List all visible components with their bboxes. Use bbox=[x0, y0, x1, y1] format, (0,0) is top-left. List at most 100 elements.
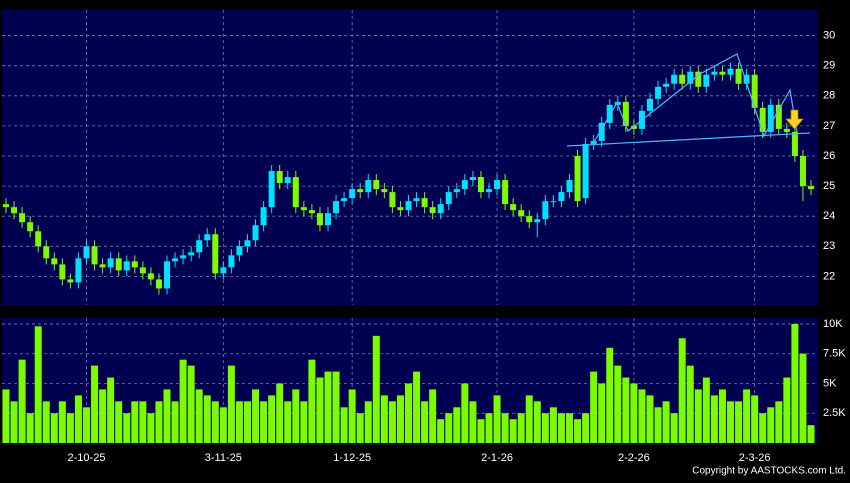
candle-body bbox=[35, 231, 42, 247]
volume-bar bbox=[429, 389, 437, 443]
volume-bar bbox=[614, 365, 622, 443]
candle-body bbox=[252, 225, 259, 241]
y-tick-label: 7.5K bbox=[823, 348, 846, 360]
candle-body bbox=[292, 177, 299, 208]
volume-bar bbox=[557, 413, 565, 443]
candle-body bbox=[711, 71, 718, 75]
y-tick-label: 29 bbox=[823, 60, 835, 72]
volume-bar bbox=[34, 326, 42, 443]
x-tick-label: 1-12-25 bbox=[333, 452, 371, 464]
candle-body bbox=[67, 279, 74, 283]
candle-body bbox=[341, 198, 348, 202]
volume-bar bbox=[195, 389, 203, 443]
candle-body bbox=[373, 180, 380, 190]
candle-body bbox=[397, 207, 404, 211]
candle-body bbox=[510, 204, 517, 211]
volume-bar bbox=[606, 347, 614, 443]
volume-bar bbox=[252, 389, 260, 443]
candle-body bbox=[196, 240, 203, 253]
volume-bar bbox=[340, 407, 348, 443]
volume-bar bbox=[437, 419, 445, 443]
volume-bar bbox=[179, 359, 187, 443]
volume-bar bbox=[670, 413, 678, 443]
x-tick-label: 2-1-26 bbox=[481, 452, 513, 464]
volume-bar bbox=[147, 413, 155, 443]
candle-body bbox=[582, 143, 589, 199]
volume-bar bbox=[469, 401, 477, 443]
volume-bar bbox=[332, 371, 340, 443]
signal-arrow bbox=[785, 109, 804, 130]
volume-bar bbox=[187, 365, 195, 443]
volume-bar bbox=[799, 353, 807, 443]
candle-body bbox=[719, 71, 726, 75]
candle-body bbox=[349, 189, 356, 199]
candle-body bbox=[75, 258, 82, 283]
copyright: Copyright by AASTOCKS.com Ltd. bbox=[692, 466, 846, 477]
candle-body bbox=[486, 189, 492, 193]
volume-bar bbox=[268, 395, 276, 443]
candle-body bbox=[574, 155, 581, 202]
volume-bar bbox=[783, 377, 791, 443]
candle-body bbox=[107, 258, 114, 268]
candle-body bbox=[759, 107, 766, 132]
candle-body bbox=[808, 186, 814, 190]
y-tick-label: 22 bbox=[823, 270, 835, 282]
candle-body bbox=[469, 177, 476, 181]
candle-body bbox=[308, 210, 315, 214]
volume-bar bbox=[50, 413, 58, 443]
candle-body bbox=[590, 140, 597, 144]
volume-bar bbox=[630, 383, 638, 443]
candle-body bbox=[630, 125, 637, 129]
price-panel bbox=[2, 10, 818, 305]
volume-bar bbox=[743, 389, 751, 443]
candle-body bbox=[91, 246, 98, 265]
volume-bar bbox=[751, 395, 759, 443]
mark-layer bbox=[2, 62, 815, 443]
candle-body bbox=[381, 189, 388, 193]
volume-bar bbox=[155, 401, 163, 443]
volume-bar bbox=[413, 371, 421, 443]
volume-bar bbox=[533, 401, 541, 443]
volume-bar bbox=[622, 377, 630, 443]
volume-bar bbox=[244, 401, 251, 443]
candle-body bbox=[284, 177, 291, 184]
candle-body bbox=[268, 171, 275, 208]
candle-body bbox=[276, 171, 283, 184]
y-tick-label: 26 bbox=[823, 150, 835, 162]
volume-bar bbox=[99, 389, 107, 443]
candle-body bbox=[775, 104, 782, 129]
volume-bar bbox=[260, 401, 268, 443]
candle-body bbox=[59, 264, 66, 280]
volume-bar bbox=[662, 401, 670, 443]
candle-body bbox=[164, 261, 170, 289]
candle-body bbox=[27, 222, 34, 232]
volume-bar bbox=[686, 365, 694, 443]
candle-body bbox=[325, 213, 331, 226]
volume-bar bbox=[42, 401, 50, 443]
candle-body bbox=[502, 180, 509, 205]
x-tick-label: 2-10-25 bbox=[68, 452, 106, 464]
volume-bar bbox=[219, 407, 227, 443]
candle-body bbox=[115, 258, 122, 271]
candle-body bbox=[655, 86, 662, 99]
candle-body bbox=[542, 201, 549, 220]
volume-bar bbox=[235, 401, 243, 443]
candle-body bbox=[437, 204, 444, 214]
volume-bar bbox=[10, 401, 18, 443]
candle-body bbox=[212, 234, 219, 274]
volume-bar bbox=[2, 389, 10, 443]
candle-body bbox=[647, 98, 653, 111]
candle-body bbox=[188, 252, 195, 256]
volume-bar bbox=[718, 389, 726, 443]
candle-body bbox=[389, 192, 396, 208]
volume-bar bbox=[807, 425, 815, 443]
volume-bar bbox=[66, 413, 74, 443]
volume-bar bbox=[364, 401, 372, 443]
volume-bar bbox=[284, 401, 292, 443]
volume-bar bbox=[372, 335, 380, 443]
volume-bar bbox=[501, 413, 509, 443]
candle-body bbox=[679, 74, 686, 84]
candle-body bbox=[228, 255, 235, 268]
candle-body bbox=[357, 189, 364, 193]
volume-bar bbox=[388, 401, 396, 443]
